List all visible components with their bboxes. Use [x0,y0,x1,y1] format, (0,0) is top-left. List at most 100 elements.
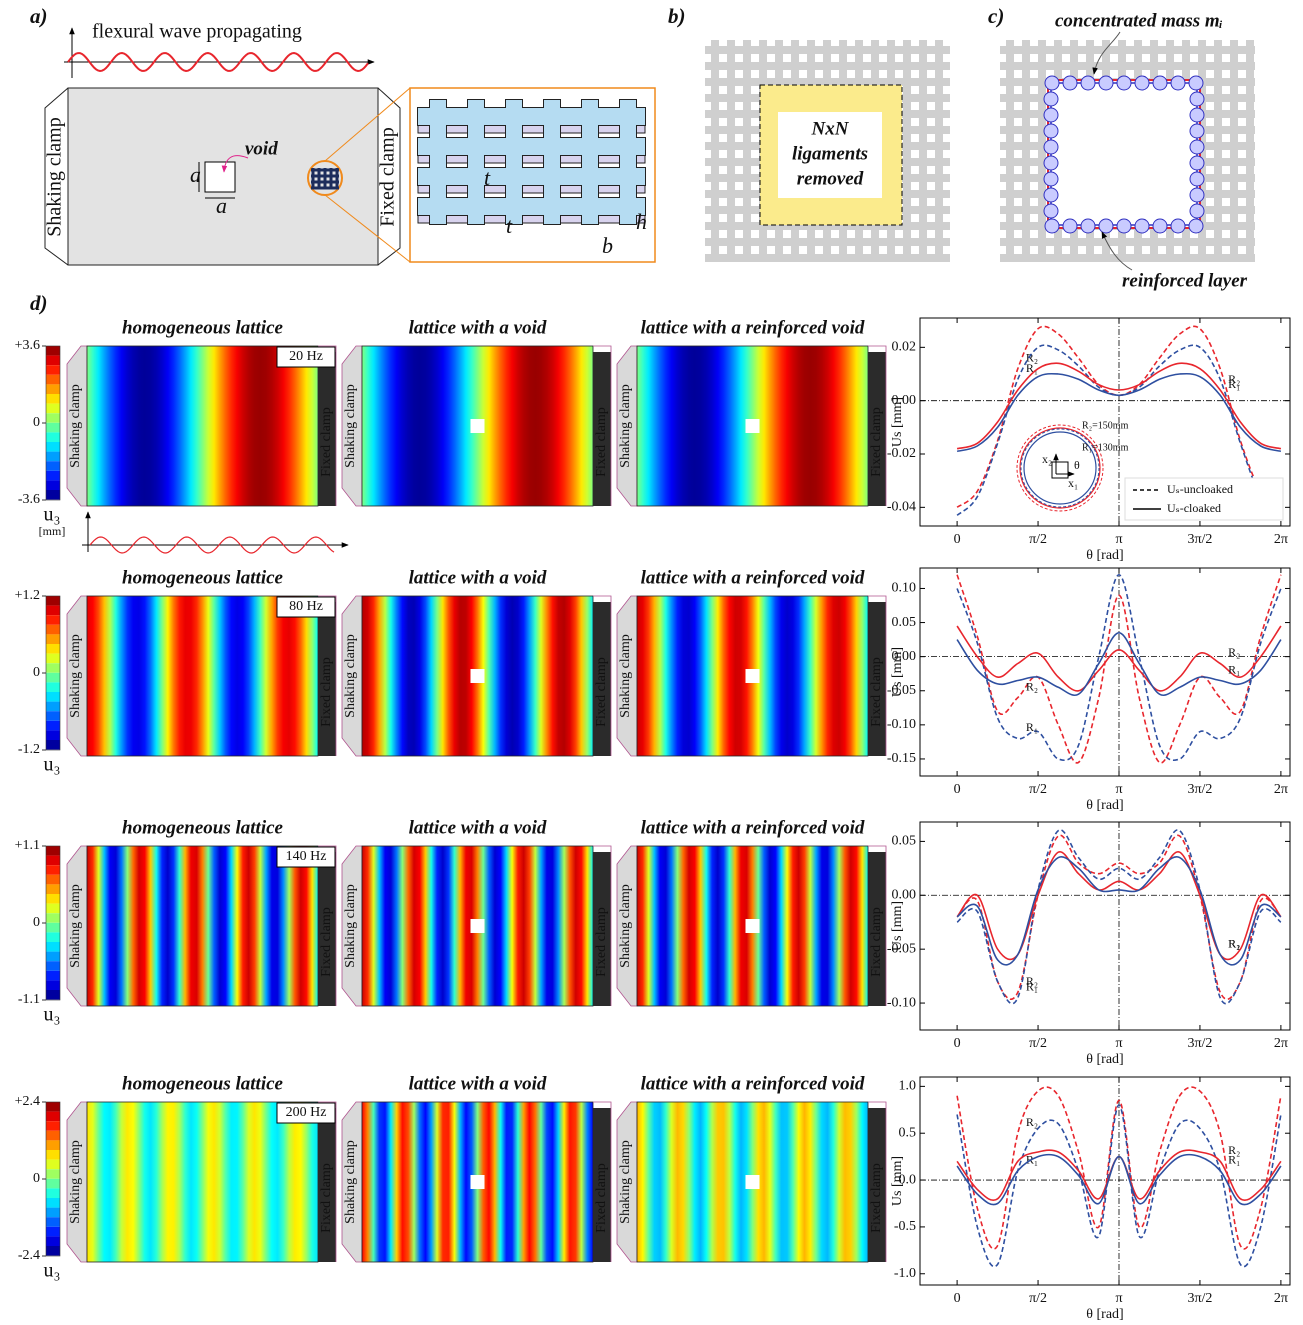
colorbar-cell [46,461,60,471]
y-tick-label: 1.0 [899,1079,917,1094]
y-axis-label: Us [mm] [890,397,905,447]
clamp-label: Fixed clamp [869,657,884,727]
colorbar-cell [46,365,60,375]
colorbar-cell [46,432,60,442]
lattice [1000,62,1255,70]
inset-label: θ [1074,458,1080,472]
colorbar-cell [46,1140,60,1150]
panel-text: concentrated mass mᵢ [1055,10,1223,31]
lattice [705,62,950,70]
column-title: homogeneous lattice [122,817,284,838]
colorbar-cell [46,355,60,366]
x-tick-label: 2π [1274,532,1288,547]
lattice [468,100,484,224]
void [745,669,760,683]
clamp-outline [318,845,337,1006]
y-tick-label: -0.10 [887,717,916,732]
clamp-label: Fixed clamp [594,407,609,477]
mass [1189,107,1205,123]
x-axis-label: θ [rad] [1086,798,1123,813]
x-tick-label: 2π [1274,1036,1288,1051]
fixed-clamp [593,852,611,1006]
colorbar-cell [46,1111,60,1122]
colorbar-cell [46,961,60,971]
mass [1043,155,1059,171]
field-map [86,845,319,1007]
mass [1043,187,1059,203]
mass [1134,218,1150,234]
colorbar-cell [46,644,60,654]
colorbar-cell [46,442,60,452]
colorbar-cell [46,980,60,990]
frequency-box [276,1102,336,1124]
colorbar-cell [46,1169,60,1179]
x-tick-label: 0 [954,1036,961,1051]
inset-void [1051,461,1069,479]
clamp-label: Fixed clamp [869,907,884,977]
mass [1044,218,1060,234]
colorbar-cell [46,874,60,885]
colorbar-cell [46,346,60,356]
lattice [418,108,645,125]
void [745,919,760,933]
colorbar-cell [46,740,60,750]
series-line [956,631,1282,696]
clamp-label: Fixed clamp [869,407,884,477]
y-tick-label: -0.15 [887,751,916,766]
mass [1189,171,1205,187]
fixed-clamp [318,352,336,506]
colorbar-label: -2.4 [18,1248,40,1263]
fixed-clamp [593,1108,611,1262]
colorbar-cell [46,1198,60,1208]
x-tick-label: π/2 [1029,1291,1047,1306]
colorbar-cell [46,903,60,914]
colorbar-cell [46,1178,60,1189]
colorbar-cell [46,990,60,1000]
mass [1080,218,1096,234]
series-label: R₂ [1228,372,1240,386]
fixed-clamp [868,352,886,506]
mass [1062,218,1078,234]
series-label: R₁ [1228,662,1240,676]
y-tick-label: -0.02 [887,446,916,461]
series-line [956,851,1282,961]
clamp-outline [593,345,612,506]
inset-label: x₂ [1042,452,1052,466]
series-label: R₂ [1026,350,1038,364]
column-title: lattice with a void [409,567,547,588]
y-tick-label: 0.05 [892,834,917,849]
void [470,1175,485,1189]
panel-label: a) [30,4,48,28]
series-line [956,372,1282,453]
panel-label: d) [30,291,48,315]
mass [1098,75,1114,91]
y-tick-label: -0.5 [894,1219,916,1234]
x-tick-label: 0 [954,1291,961,1306]
frequency-label: 80 Hz [289,599,323,614]
x-tick-label: 3π/2 [1187,1036,1212,1051]
clamp-outline [318,595,337,756]
lattice [544,100,560,224]
void [470,669,485,683]
legend [1124,477,1284,521]
inset-label: R₂=150mm [1082,420,1129,431]
y-tick-label: 0.00 [892,649,917,664]
lattice [711,40,719,262]
fixed-clamp [318,1108,336,1262]
lattice [705,254,950,262]
frequency-label: 140 Hz [286,849,327,864]
series-label: R₁ [1026,720,1038,734]
series-line [956,574,1282,764]
panel-text: NxN [811,118,850,139]
colorbar-cell [46,615,60,625]
y-tick-label: 0.10 [892,581,917,596]
colorbar-cell [46,470,60,481]
column-title: lattice with a reinforced void [641,817,865,838]
colorbar-cell [46,490,60,500]
frequency-box [276,596,336,618]
series-line [956,573,1282,761]
clamp-label: Fixed clamp [319,407,334,477]
clamp-label: Shaking clamp [343,634,358,718]
y-axis-label: Us [mm] [890,901,905,951]
clamp-label: Fixed clamp [594,657,609,727]
